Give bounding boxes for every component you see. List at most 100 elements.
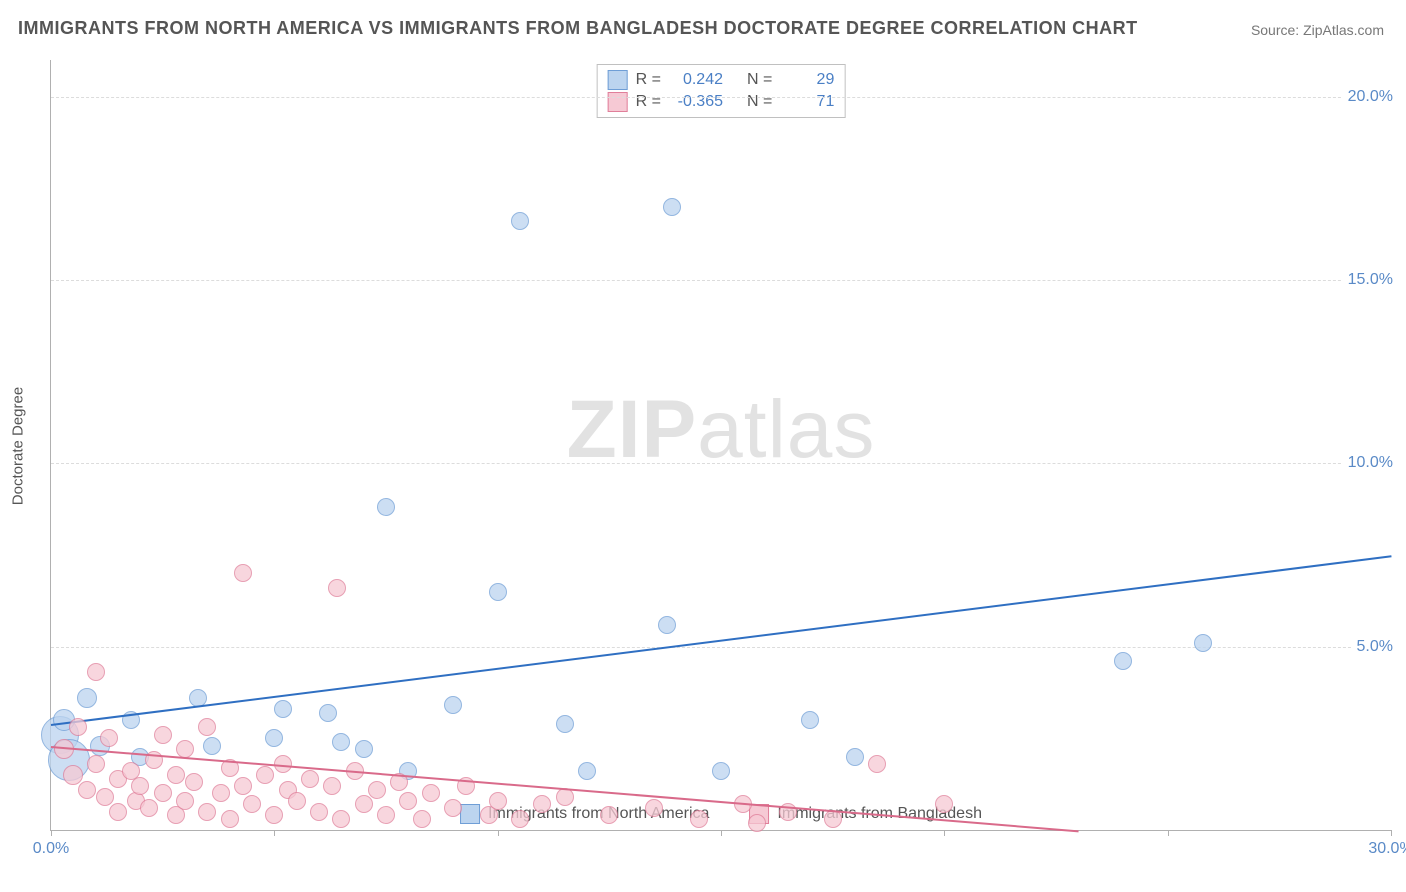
- data-point: [489, 792, 507, 810]
- x-tick: [721, 830, 722, 836]
- x-tick: [1168, 830, 1169, 836]
- y-tick-label: 15.0%: [1342, 271, 1393, 289]
- n-label: N =: [747, 91, 772, 113]
- bottom-legend: Immigrants from North America Immigrants…: [448, 804, 994, 824]
- r-value-series-a: 0.242: [669, 69, 723, 91]
- swatch-series-b: [608, 92, 628, 112]
- data-point: [422, 784, 440, 802]
- data-point: [185, 773, 203, 791]
- stats-row-series-b: R = -0.365 N = 71: [608, 91, 835, 113]
- data-point: [712, 762, 730, 780]
- x-tick-label: 30.0%: [1368, 840, 1406, 858]
- x-tick: [51, 830, 52, 836]
- data-point: [221, 810, 239, 828]
- data-point: [96, 788, 114, 806]
- data-point: [1114, 652, 1132, 670]
- data-point: [301, 770, 319, 788]
- data-point: [212, 784, 230, 802]
- data-point: [243, 795, 261, 813]
- data-point: [748, 814, 766, 832]
- data-point: [87, 755, 105, 773]
- data-point: [578, 762, 596, 780]
- trend-line: [51, 555, 1391, 726]
- data-point: [203, 737, 221, 755]
- data-point: [556, 715, 574, 733]
- data-point: [109, 803, 127, 821]
- data-point: [328, 579, 346, 597]
- data-point: [69, 718, 87, 736]
- data-point: [265, 729, 283, 747]
- data-point: [274, 700, 292, 718]
- data-point: [176, 792, 194, 810]
- n-value-series-b: 71: [780, 91, 834, 113]
- n-label: N =: [747, 69, 772, 91]
- data-point: [154, 726, 172, 744]
- n-value-series-a: 29: [780, 69, 834, 91]
- gridline: [51, 97, 1391, 98]
- gridline: [51, 647, 1391, 648]
- stats-legend-box: R = 0.242 N = 29 R = -0.365 N = 71: [597, 64, 846, 118]
- data-point: [868, 755, 886, 773]
- x-tick: [944, 830, 945, 836]
- data-point: [198, 803, 216, 821]
- data-point: [310, 803, 328, 821]
- watermark-light: atlas: [697, 384, 875, 475]
- data-point: [167, 766, 185, 784]
- data-point: [444, 696, 462, 714]
- data-point: [234, 564, 252, 582]
- data-point: [319, 704, 337, 722]
- data-point: [198, 718, 216, 736]
- x-tick-label: 0.0%: [33, 840, 69, 858]
- data-point: [131, 777, 149, 795]
- data-point: [377, 806, 395, 824]
- data-point: [935, 795, 953, 813]
- data-point: [489, 583, 507, 601]
- data-point: [78, 781, 96, 799]
- data-point: [444, 799, 462, 817]
- data-point: [323, 777, 341, 795]
- data-point: [355, 795, 373, 813]
- x-tick: [274, 830, 275, 836]
- chart-title: IMMIGRANTS FROM NORTH AMERICA VS IMMIGRA…: [18, 18, 1138, 39]
- data-point: [288, 792, 306, 810]
- x-tick: [498, 830, 499, 836]
- data-point: [100, 729, 118, 747]
- data-point: [511, 810, 529, 828]
- swatch-series-a: [460, 804, 480, 824]
- data-point: [87, 663, 105, 681]
- plot-area: ZIPatlas R = 0.242 N = 29 R = -0.365 N =…: [50, 60, 1391, 831]
- data-point: [355, 740, 373, 758]
- r-label: R =: [636, 69, 661, 91]
- data-point: [801, 711, 819, 729]
- data-point: [332, 810, 350, 828]
- y-axis-label: Doctorate Degree: [10, 387, 27, 505]
- data-point: [645, 799, 663, 817]
- data-point: [413, 810, 431, 828]
- data-point: [511, 212, 529, 230]
- data-point: [399, 792, 417, 810]
- data-point: [658, 616, 676, 634]
- data-point: [533, 795, 551, 813]
- swatch-series-a: [608, 70, 628, 90]
- data-point: [234, 777, 252, 795]
- data-point: [600, 806, 618, 824]
- data-point: [663, 198, 681, 216]
- data-point: [1194, 634, 1212, 652]
- data-point: [377, 498, 395, 516]
- gridline: [51, 280, 1391, 281]
- data-point: [154, 784, 172, 802]
- r-label: R =: [636, 91, 661, 113]
- data-point: [265, 806, 283, 824]
- data-point: [140, 799, 158, 817]
- watermark-bold: ZIP: [567, 384, 698, 475]
- source-label: Source: ZipAtlas.com: [1251, 22, 1384, 38]
- data-point: [256, 766, 274, 784]
- gridline: [51, 463, 1391, 464]
- y-tick-label: 10.0%: [1342, 454, 1393, 472]
- data-point: [368, 781, 386, 799]
- data-point: [77, 688, 97, 708]
- y-tick-label: 5.0%: [1351, 638, 1393, 656]
- stats-row-series-a: R = 0.242 N = 29: [608, 69, 835, 91]
- data-point: [846, 748, 864, 766]
- y-tick-label: 20.0%: [1342, 88, 1393, 106]
